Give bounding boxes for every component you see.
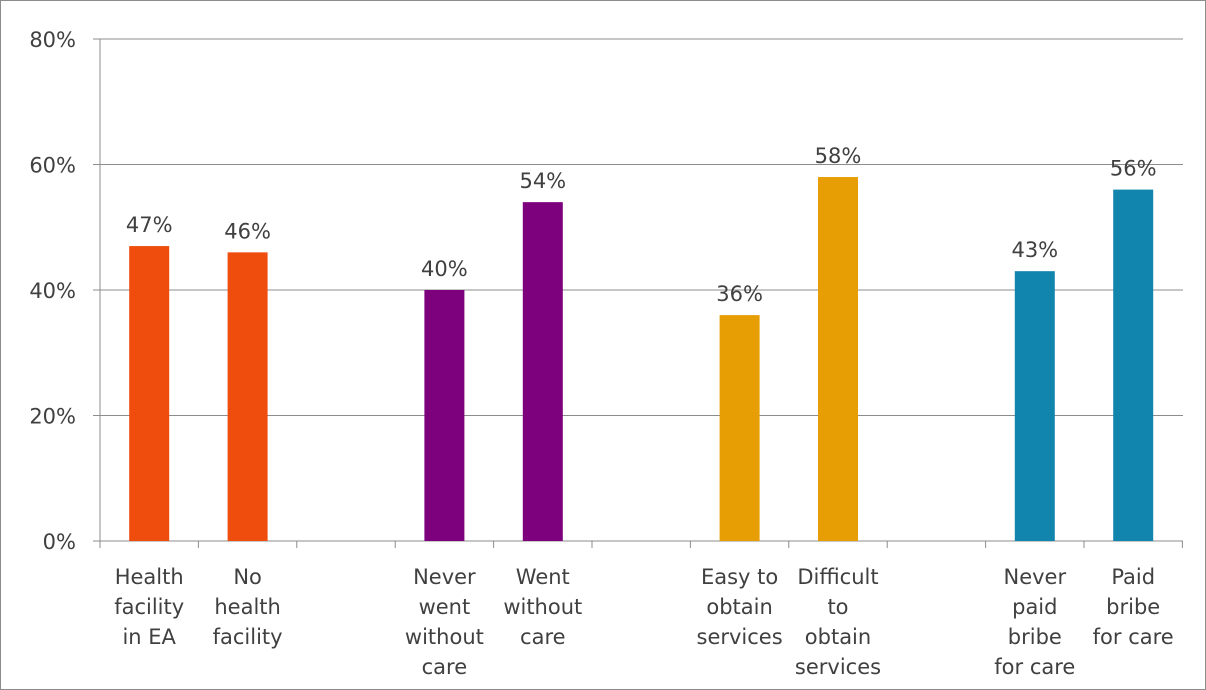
y-tick-label: 20%: [29, 405, 76, 429]
bar: [1113, 189, 1154, 541]
x-tick-label: bribe: [1008, 625, 1062, 649]
x-tick-label: Difficult: [797, 565, 878, 589]
bar: [818, 177, 858, 542]
y-tick-label: 60%: [29, 154, 76, 178]
data-label: 43%: [1011, 238, 1058, 262]
x-tick-label: Never: [1003, 565, 1066, 589]
x-tick-label: paid: [1012, 595, 1057, 619]
bar: [522, 202, 563, 541]
x-tick-label: obtain: [706, 595, 772, 619]
data-label: 40%: [421, 257, 468, 281]
y-tick-label: 80%: [29, 28, 76, 52]
bar: [129, 246, 170, 541]
x-tick-label: without: [503, 595, 582, 619]
data-label: 58%: [815, 144, 862, 168]
x-tick-label: services: [795, 655, 881, 679]
x-tick-label: facility: [114, 595, 184, 619]
data-label: 47%: [126, 213, 173, 237]
x-tick-label: for care: [1093, 625, 1174, 649]
data-label: 54%: [519, 169, 566, 193]
x-tick-label: Health: [115, 565, 184, 589]
bar: [424, 290, 465, 541]
bar: [1014, 271, 1055, 541]
y-tick-label: 0%: [43, 530, 76, 554]
bar: [719, 315, 760, 541]
x-tick-label: without: [405, 625, 484, 649]
data-label: 46%: [224, 219, 271, 243]
x-tick-label: care: [422, 655, 468, 679]
x-tick-label: Never: [413, 565, 476, 589]
x-tick-label: Paid: [1111, 565, 1155, 589]
data-label: 36%: [716, 282, 763, 306]
bar: [227, 252, 268, 541]
y-tick-label: 40%: [29, 279, 76, 303]
x-tick-label: care: [520, 625, 566, 649]
x-tick-label: Went: [516, 565, 570, 589]
x-tick-label: in EA: [122, 625, 176, 649]
x-tick-label: services: [697, 625, 783, 649]
x-tick-label: bribe: [1106, 595, 1160, 619]
x-tick-label: No: [233, 565, 262, 589]
x-tick-label: facility: [213, 625, 283, 649]
x-tick-label: health: [214, 595, 280, 619]
x-tick-label: for care: [994, 655, 1075, 679]
x-tick-label: Easy to: [701, 565, 778, 589]
x-tick-label: obtain: [805, 625, 871, 649]
x-tick-label: went: [419, 595, 471, 619]
data-label: 56%: [1110, 157, 1157, 181]
x-tick-label: to: [827, 595, 848, 619]
